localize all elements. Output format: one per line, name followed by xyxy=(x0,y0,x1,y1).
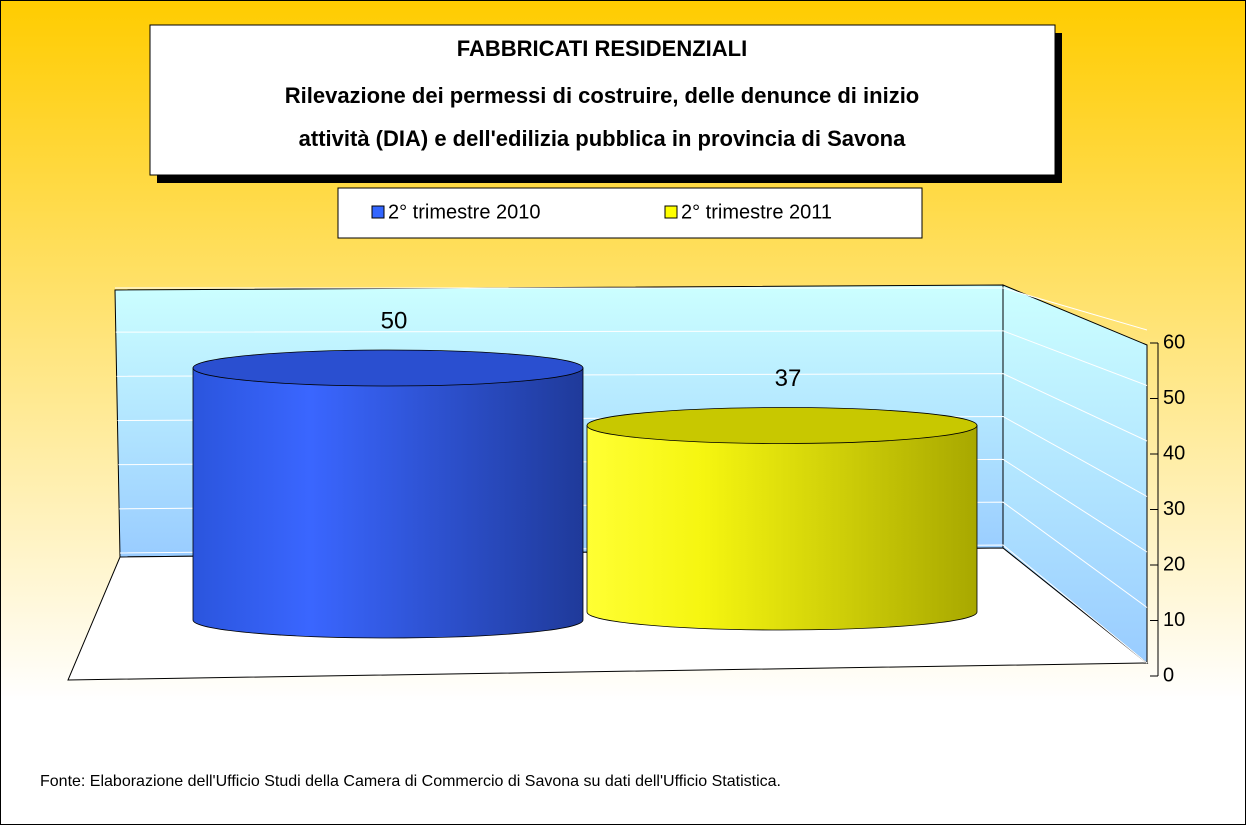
legend-label: 2° trimestre 2010 xyxy=(388,201,541,223)
bar-body xyxy=(586,425,978,631)
y-tick-label: 60 xyxy=(1163,331,1185,353)
y-tick-label: 50 xyxy=(1163,387,1185,409)
source-note: Fonte: Elaborazione dell'Ufficio Studi d… xyxy=(40,773,781,790)
bar-top xyxy=(192,349,584,387)
chart-subtitle: attività (DIA) e dell'edilizia pubblica … xyxy=(299,126,906,151)
legend-box xyxy=(337,187,923,239)
legend-swatch xyxy=(371,205,385,219)
y-tick-label: 30 xyxy=(1163,498,1185,520)
bar xyxy=(192,349,584,639)
bar-top xyxy=(586,407,978,444)
title-box xyxy=(149,24,1056,176)
bar-body xyxy=(192,367,584,639)
grid-line xyxy=(115,330,1148,386)
y-tick-label: 40 xyxy=(1163,442,1185,464)
grid-line xyxy=(115,287,1148,331)
legend-label: 2° trimestre 2011 xyxy=(681,201,832,223)
legend-swatch xyxy=(664,205,678,219)
value-label: 37 xyxy=(775,365,802,392)
value-label: 50 xyxy=(381,307,408,334)
bar xyxy=(586,407,978,631)
y-tick-label: 20 xyxy=(1163,553,1185,575)
chart-title: FABBRICATI RESIDENZIALI xyxy=(457,36,747,61)
y-tick-label: 0 xyxy=(1163,664,1174,686)
y-tick-label: 10 xyxy=(1163,609,1185,631)
chart-subtitle: Rilevazione dei permessi di costruire, d… xyxy=(285,83,920,108)
